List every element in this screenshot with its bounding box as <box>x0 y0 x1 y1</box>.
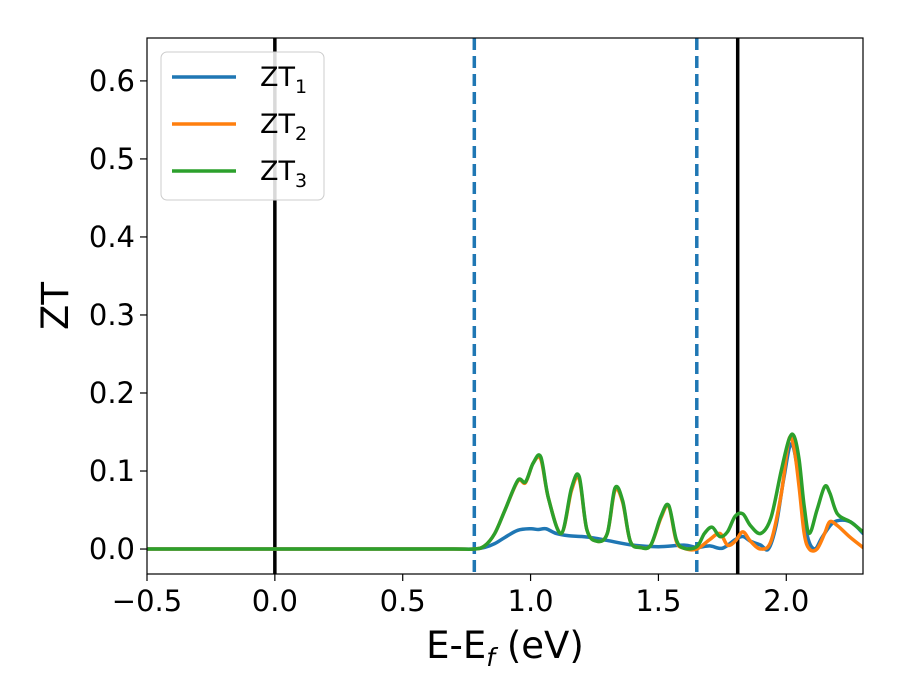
series-line-zt2 <box>147 434 863 553</box>
y-tick-label: 0.2 <box>89 376 135 410</box>
plot-frame <box>146 37 864 575</box>
y-tick-label: 0.4 <box>89 220 135 254</box>
legend-label-zt3: ZT3 <box>260 156 307 192</box>
y-tick-label: 0.0 <box>89 532 135 566</box>
x-axis-ticks: −0.5 0.0 0.5 1.0 1.5 2.0 <box>112 574 809 618</box>
series-line-zt3 <box>147 432 863 552</box>
x-tick-label: 1.0 <box>508 584 554 618</box>
y-tick-label: 0.3 <box>89 298 135 332</box>
x-axis-label: E-Ef (eV) <box>426 624 584 672</box>
legend-box <box>160 51 325 201</box>
legend-label-zt2: ZT2 <box>260 109 307 145</box>
x-tick-label: 2.0 <box>763 584 809 618</box>
y-tick-label: 0.6 <box>89 64 135 98</box>
reference-lines <box>273 38 740 574</box>
x-tick-label: 0.5 <box>380 584 426 618</box>
legend: ZT1 ZT2 ZT3 <box>160 51 325 201</box>
x-tick-label: 0.0 <box>252 584 298 618</box>
x-tick-label: 1.5 <box>635 584 681 618</box>
legend-label-zt1: ZT1 <box>260 62 307 98</box>
y-tick-label: 0.1 <box>89 454 135 488</box>
series-lines <box>147 432 863 553</box>
series-line-zt1 <box>147 441 863 552</box>
y-tick-label: 0.5 <box>89 142 135 176</box>
x-tick-label: −0.5 <box>112 584 182 618</box>
y-axis-ticks: 0.0 0.1 0.2 0.3 0.4 0.5 0.6 <box>89 64 147 566</box>
y-axis-label: ZT <box>34 282 77 330</box>
